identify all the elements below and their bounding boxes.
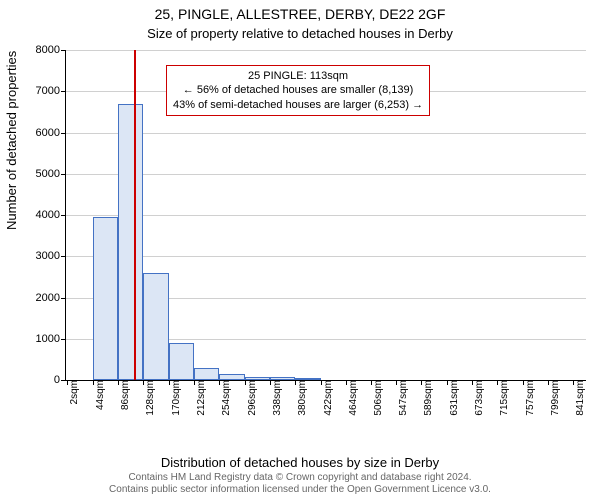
x-tick-label: 170sqm: [169, 380, 182, 416]
x-tick-label: 589sqm: [421, 380, 434, 416]
x-tick-label: 547sqm: [396, 380, 409, 416]
x-tick-label: 212sqm: [194, 380, 207, 416]
attribution-line1: Contains HM Land Registry data © Crown c…: [128, 472, 471, 483]
x-tick-label: 673sqm: [472, 380, 485, 416]
x-tick-label: 631sqm: [447, 380, 460, 416]
x-tick-label: 254sqm: [219, 380, 232, 416]
grid-line: [66, 174, 586, 175]
y-axis-label: Number of detached properties: [4, 51, 19, 230]
x-tick-label: 715sqm: [497, 380, 510, 416]
x-tick-label: 757sqm: [523, 380, 536, 416]
histogram-bar: [118, 104, 143, 380]
grid-line: [66, 256, 586, 257]
histogram-bar: [194, 368, 219, 380]
x-tick-label: 296sqm: [245, 380, 258, 416]
y-tick-label: 5000: [36, 168, 66, 180]
annotation-line: 43% of semi-detached houses are larger (…: [173, 98, 423, 112]
x-tick-label: 380sqm: [295, 380, 308, 416]
y-tick-label: 4000: [36, 209, 66, 221]
x-tick-label: 841sqm: [573, 380, 586, 416]
y-tick-label: 6000: [36, 127, 66, 139]
annotation-box: 25 PINGLE: 113sqm← 56% of detached house…: [166, 65, 430, 116]
reference-line: [134, 50, 136, 380]
y-tick-label: 7000: [36, 85, 66, 97]
histogram-bar: [169, 343, 194, 380]
x-tick-label: 44sqm: [93, 380, 106, 410]
annotation-line: 25 PINGLE: 113sqm: [173, 69, 423, 83]
chart-container: 25, PINGLE, ALLESTREE, DERBY, DE22 2GF S…: [0, 0, 600, 500]
x-tick-label: 464sqm: [346, 380, 359, 416]
x-tick-label: 128sqm: [143, 380, 156, 416]
chart-title-line2: Size of property relative to detached ho…: [0, 26, 600, 41]
attribution-line2: Contains public sector information licen…: [109, 484, 491, 495]
y-tick-label: 2000: [36, 292, 66, 304]
x-tick-label: 86sqm: [118, 380, 131, 410]
y-tick-label: 3000: [36, 250, 66, 262]
grid-line: [66, 215, 586, 216]
x-tick-label: 338sqm: [270, 380, 283, 416]
x-tick-label: 2sqm: [67, 380, 80, 404]
x-axis-label: Distribution of detached houses by size …: [0, 455, 600, 470]
grid-line: [66, 133, 586, 134]
y-tick-label: 0: [54, 374, 66, 386]
y-tick-label: 8000: [36, 44, 66, 56]
attribution-text: Contains HM Land Registry data © Crown c…: [0, 472, 600, 496]
histogram-bar: [93, 217, 118, 380]
x-tick-label: 506sqm: [371, 380, 384, 416]
y-tick-label: 1000: [36, 333, 66, 345]
plot-area: 0100020003000400050006000700080002sqm44s…: [65, 50, 586, 381]
grid-line: [66, 50, 586, 51]
chart-title-line1: 25, PINGLE, ALLESTREE, DERBY, DE22 2GF: [0, 6, 600, 22]
annotation-line: ← 56% of detached houses are smaller (8,…: [173, 83, 423, 97]
x-tick-label: 422sqm: [321, 380, 334, 416]
histogram-bar: [143, 273, 168, 380]
x-tick-label: 799sqm: [548, 380, 561, 416]
